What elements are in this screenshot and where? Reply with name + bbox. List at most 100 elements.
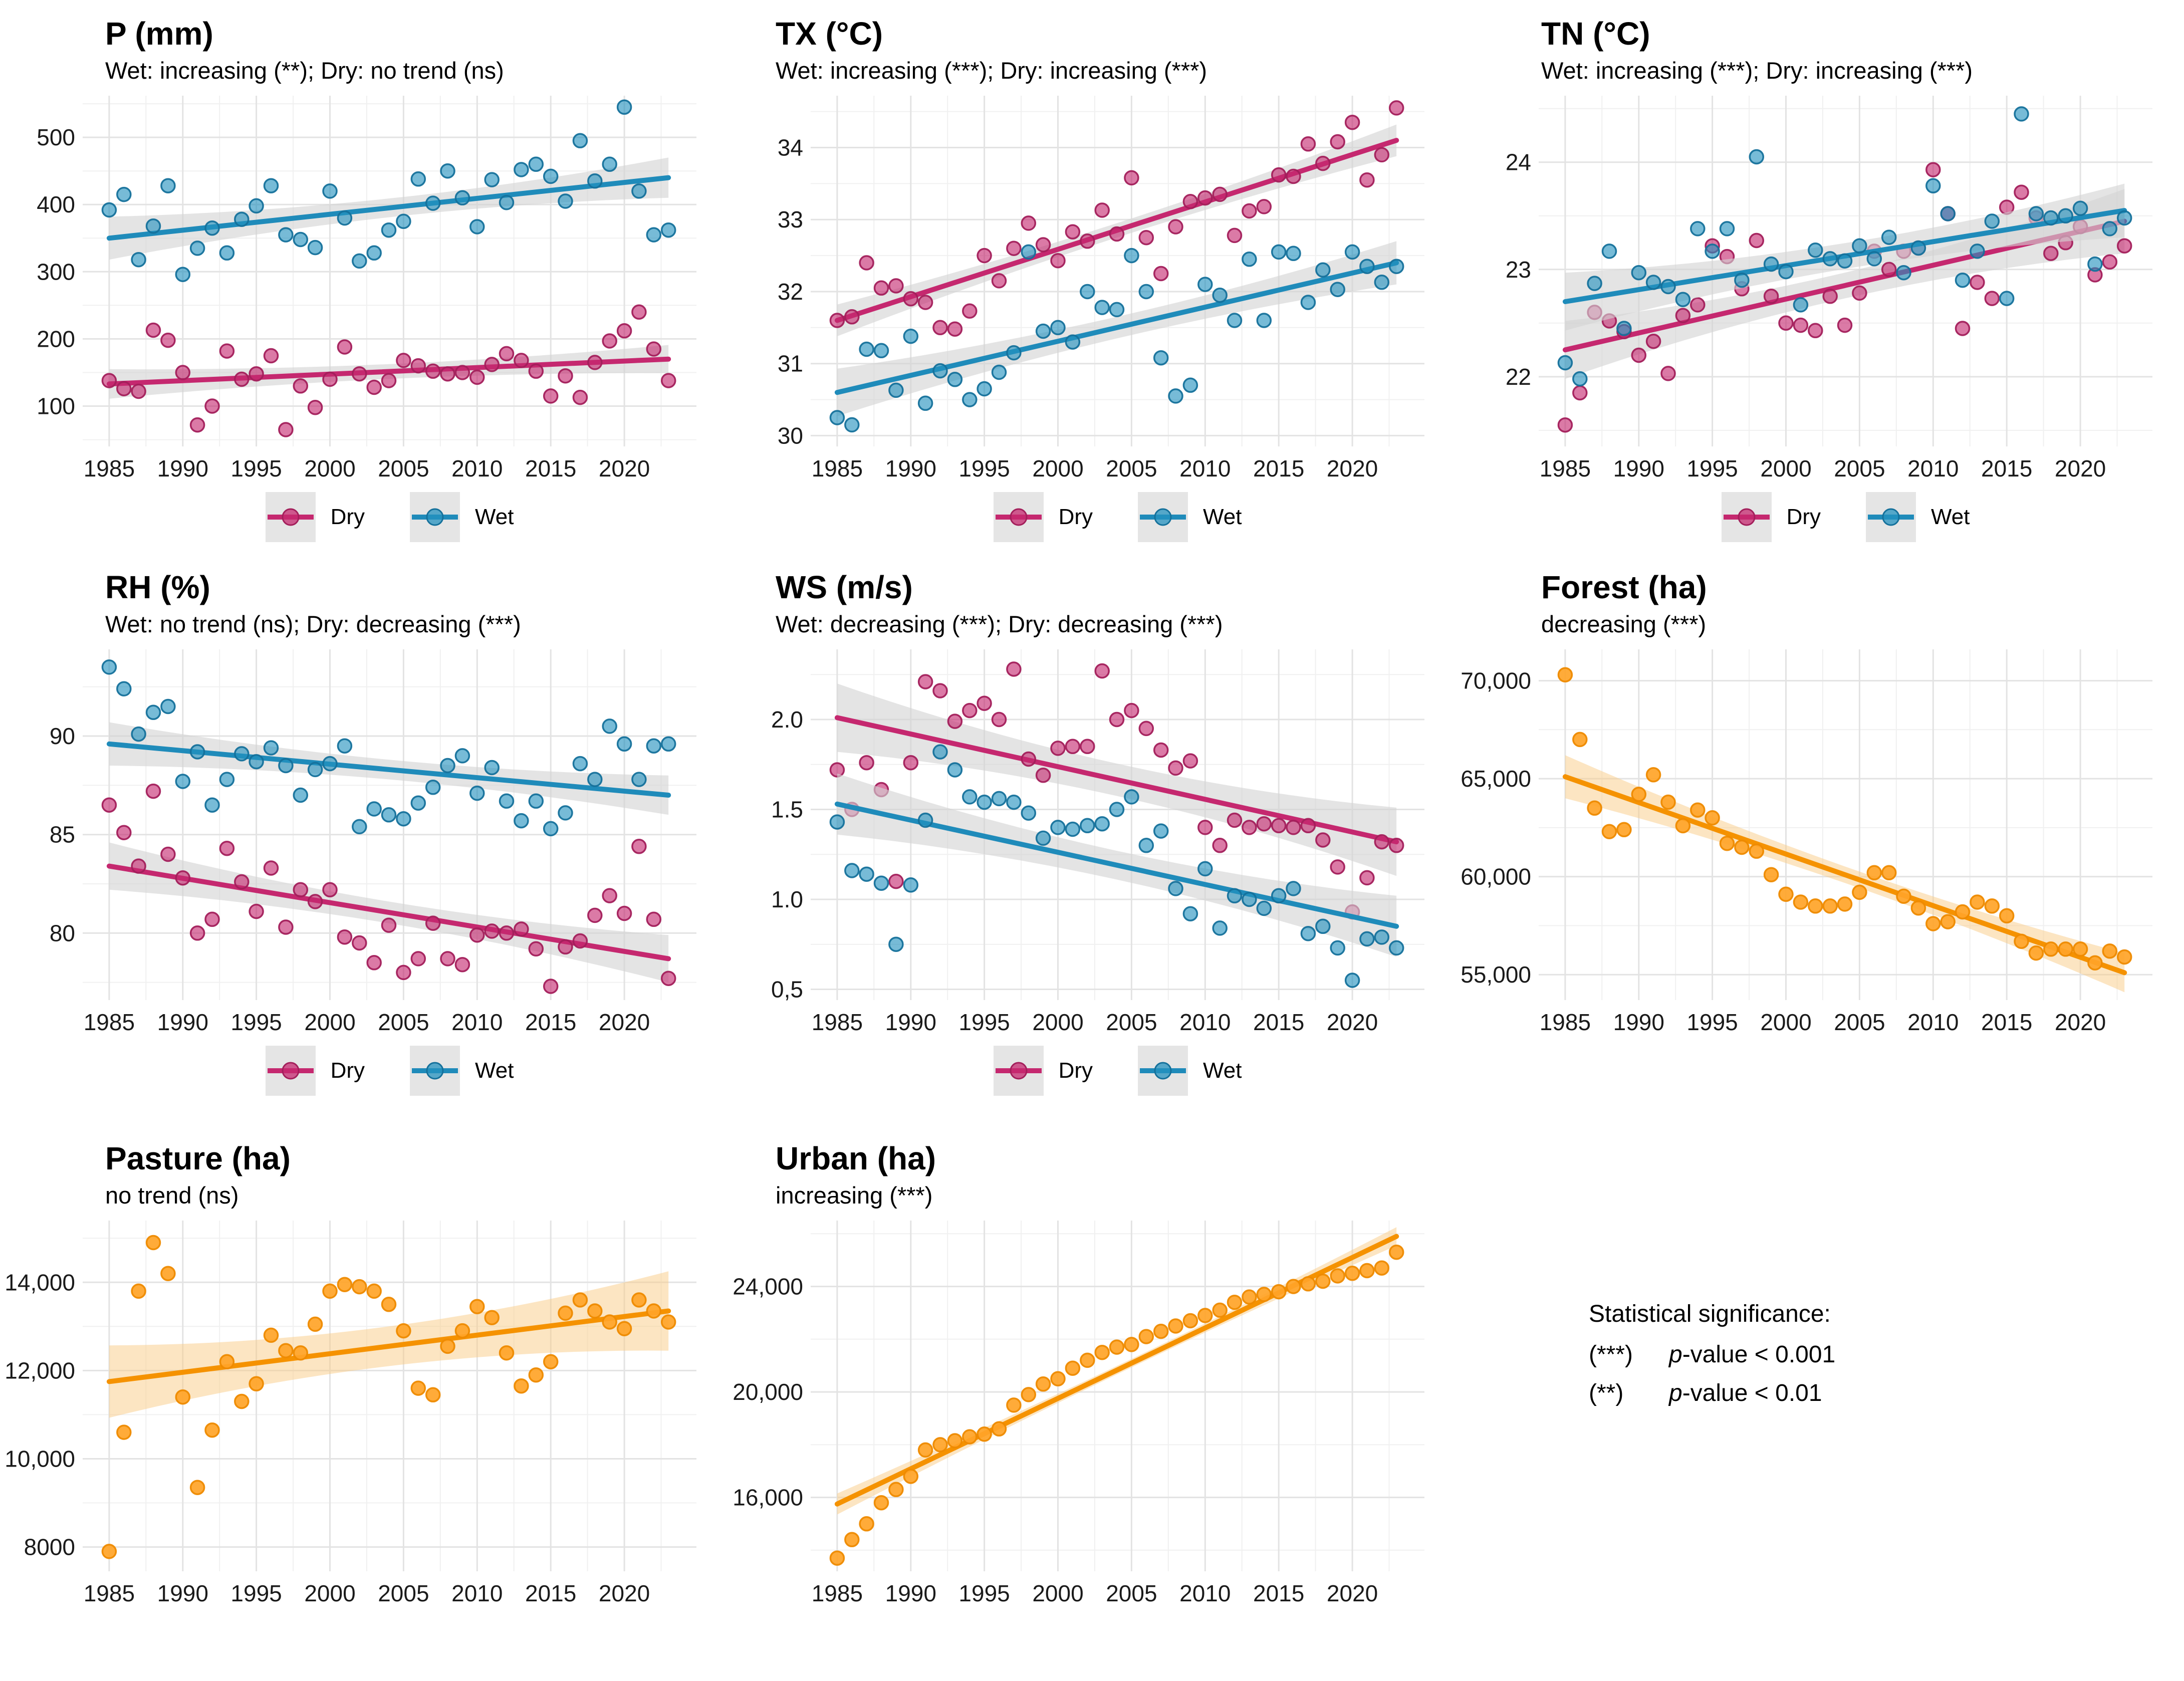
data-point [1271, 244, 1287, 260]
data-point [2043, 210, 2059, 226]
data-point [962, 303, 978, 319]
y-tick-label: 10,000 [5, 1446, 75, 1472]
data-point [1212, 1302, 1228, 1318]
data-point [572, 1292, 588, 1308]
data-point [484, 172, 500, 188]
data-point [204, 797, 220, 813]
data-point [469, 369, 485, 385]
data-point [873, 343, 889, 359]
data-point [2102, 221, 2118, 236]
data-point [514, 1378, 529, 1394]
data-point [337, 210, 353, 226]
data-point [1153, 1324, 1169, 1339]
data-point [631, 304, 647, 320]
data-point [962, 703, 978, 718]
data-point [1050, 1371, 1066, 1387]
data-point [1006, 241, 1022, 257]
data-point [1006, 345, 1022, 361]
data-point [278, 1343, 294, 1359]
x-tick-label: 2015 [1253, 455, 1304, 482]
data-point [1587, 276, 1602, 292]
data-point [1925, 178, 1941, 194]
data-point [1852, 884, 1867, 900]
data-point [1109, 802, 1125, 817]
data-point [1778, 886, 1794, 902]
data-point [307, 240, 323, 256]
key-dot [1010, 1062, 1028, 1080]
data-point [219, 1354, 235, 1370]
panel-urban: Urban (ha) increasing (***) 1985 1990 1995… [728, 1125, 1456, 1681]
data-point [1300, 818, 1316, 834]
x-tick-label: 2010 [1907, 455, 1959, 482]
data-point [1065, 739, 1081, 755]
x-tick-label: 2015 [525, 455, 576, 482]
data-point [425, 195, 441, 211]
data-point [189, 241, 205, 256]
y-tick-label: 65,000 [1461, 766, 1531, 792]
data-point [116, 1424, 132, 1440]
data-point [307, 400, 323, 415]
data-point [189, 1480, 205, 1496]
data-point [1645, 275, 1661, 290]
x-tick-label: 2000 [304, 455, 355, 482]
data-point [1388, 100, 1404, 116]
data-point [440, 1338, 455, 1354]
points-wet [101, 659, 676, 837]
axis-labels: 1985 1990 1995 2000 2005 2010 2015 2020 22 23 24 [1506, 149, 2106, 482]
x-tick-label: 1985 [84, 1009, 135, 1035]
data-point [888, 936, 904, 952]
data-point [917, 295, 933, 310]
data-point [1359, 172, 1375, 188]
data-point [947, 1433, 963, 1449]
legend-item-dry: Dry [265, 1046, 365, 1096]
data-point [160, 178, 176, 194]
data-point [1080, 1352, 1095, 1368]
key-dot [282, 508, 300, 526]
dry-legend-key-icon [1721, 492, 1772, 543]
data-point [646, 1303, 662, 1319]
dry-legend-key-icon [993, 1046, 1044, 1096]
legend-item-dry: Dry [1721, 492, 1821, 543]
data-point [1705, 244, 1720, 259]
data-point [278, 422, 294, 437]
data-point [1910, 240, 1926, 256]
points-wet [1557, 106, 2132, 387]
points-dry [101, 304, 676, 437]
data-point [631, 183, 647, 199]
y-tick-label: 2.0 [771, 706, 803, 733]
key-glyph [1140, 508, 1186, 526]
chart-forest: 1985 1990 1995 2000 2005 2010 2015 2020 55,000 60… [1456, 642, 2184, 1043]
data-point [499, 793, 515, 809]
data-point [293, 378, 309, 394]
data-point [1242, 1289, 1257, 1305]
x-tick-label: 2020 [1327, 1580, 1378, 1606]
data-point [1242, 252, 1257, 267]
data-point [1587, 800, 1602, 816]
data-point [425, 1387, 441, 1403]
data-point [844, 417, 860, 433]
p-symbol: p [1669, 1341, 1682, 1368]
data-point [660, 1314, 676, 1330]
legend-label-wet: Wet [475, 505, 514, 530]
data-point [410, 951, 426, 967]
data-point [440, 758, 455, 774]
data-point [2043, 246, 2059, 262]
data-point [352, 366, 367, 382]
data-point [1182, 377, 1198, 393]
y-tick-label: 80 [50, 920, 75, 946]
axis-labels: 1985 1990 1995 2000 2005 2010 2015 2020 100 200 30… [37, 124, 650, 482]
data-point [1021, 751, 1037, 767]
y-tick-label: 14,000 [5, 1269, 75, 1295]
x-tick-label: 1990 [885, 1009, 936, 1035]
data-point [1866, 251, 1882, 267]
legend-item-wet: Wet [1138, 1046, 1242, 1096]
data-point [2116, 210, 2132, 226]
data-point [631, 1292, 647, 1308]
legend-label-wet: Wet [1203, 505, 1242, 530]
data-point [1153, 266, 1169, 282]
data-point [1734, 839, 1750, 855]
tn-plot: 1985 1990 1995 2000 2005 2010 2015 2020 22 23 24 [1506, 96, 2152, 482]
wet-legend-key-icon [410, 1046, 460, 1096]
data-point [499, 1345, 515, 1361]
data-point [469, 786, 485, 801]
